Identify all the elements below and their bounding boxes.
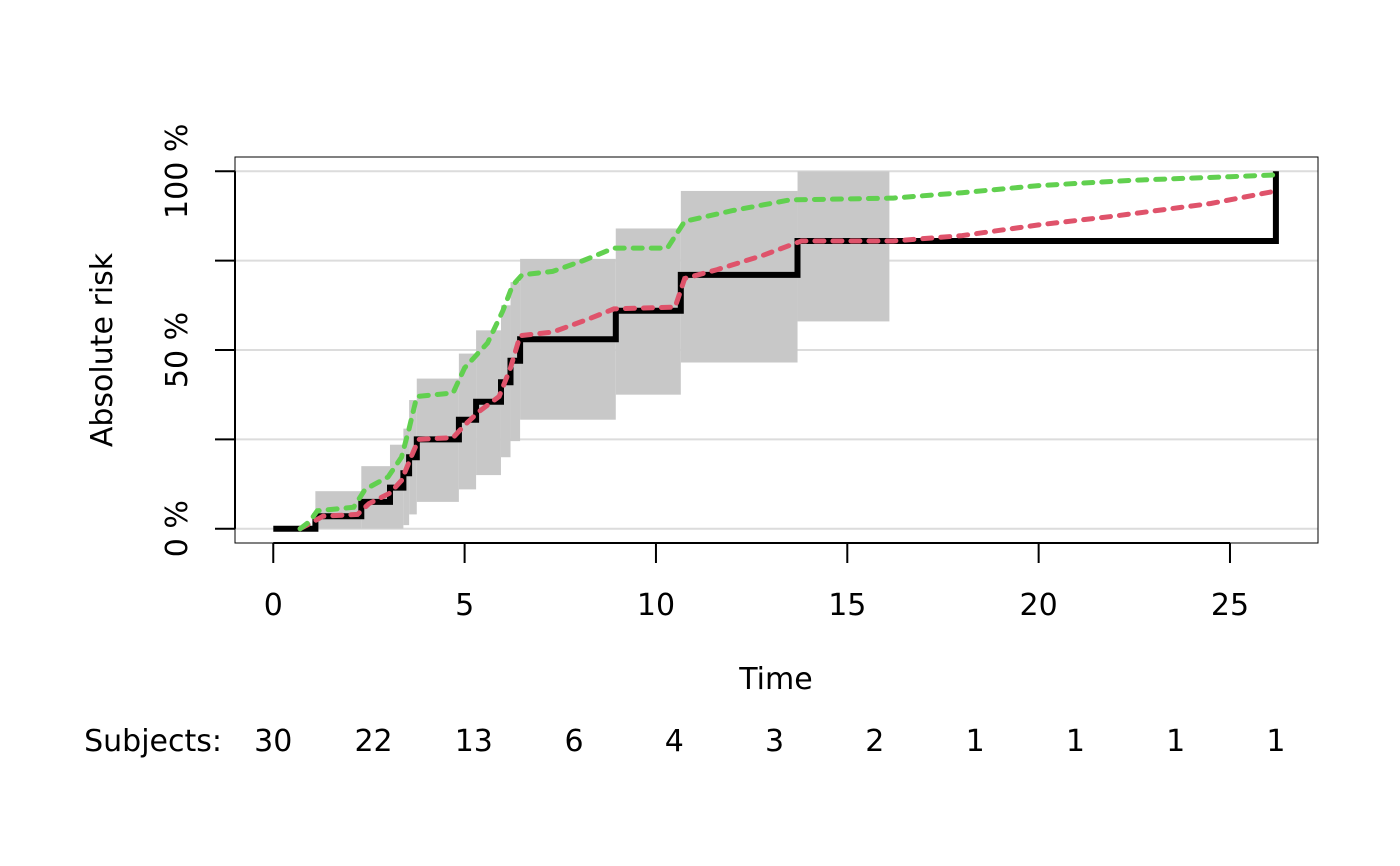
number-at-risk-table: Subjects: 30 22 13 6 4 3 2 1 1 1 1 (84, 724, 1285, 759)
risk-count-7: 1 (966, 724, 985, 759)
risk-count-5: 3 (765, 724, 784, 759)
x-axis-label: Time (738, 662, 812, 697)
risk-count-2: 13 (455, 724, 493, 759)
y-axis-label: Absolute risk (85, 252, 120, 447)
risk-count-3: 6 (565, 724, 584, 759)
y-tick-label-0: 0 % (160, 500, 195, 557)
y-tick-label-4: 100 % (160, 124, 195, 219)
series-lines (273, 171, 1279, 532)
risk-table-label: Subjects: (84, 724, 222, 759)
risk-count-0: 30 (254, 724, 292, 759)
x-tick-label-3: 15 (828, 588, 866, 623)
y-axis: 0 % 50 % 100 % (160, 124, 236, 557)
x-tick-label-5: 25 (1211, 588, 1249, 623)
risk-count-9: 1 (1166, 724, 1185, 759)
risk-count-1: 22 (354, 724, 392, 759)
x-tick-label-1: 5 (455, 588, 474, 623)
dashed-curve-1 (297, 188, 1279, 532)
x-axis: 0 5 10 15 20 25 (264, 542, 1249, 623)
x-tick-label-2: 10 (637, 588, 675, 623)
absolute-risk-step-line (273, 171, 1279, 532)
risk-count-6: 2 (865, 724, 884, 759)
risk-count-8: 1 (1066, 724, 1085, 759)
y-tick-label-2: 50 % (160, 312, 195, 388)
risk-count-4: 4 (665, 724, 684, 759)
x-tick-label-4: 20 (1020, 588, 1058, 623)
risk-count-10: 1 (1266, 724, 1285, 759)
dashed-curve-2 (297, 172, 1279, 532)
ci-band-step-13 (797, 171, 890, 322)
x-tick-label-0: 0 (264, 588, 283, 623)
